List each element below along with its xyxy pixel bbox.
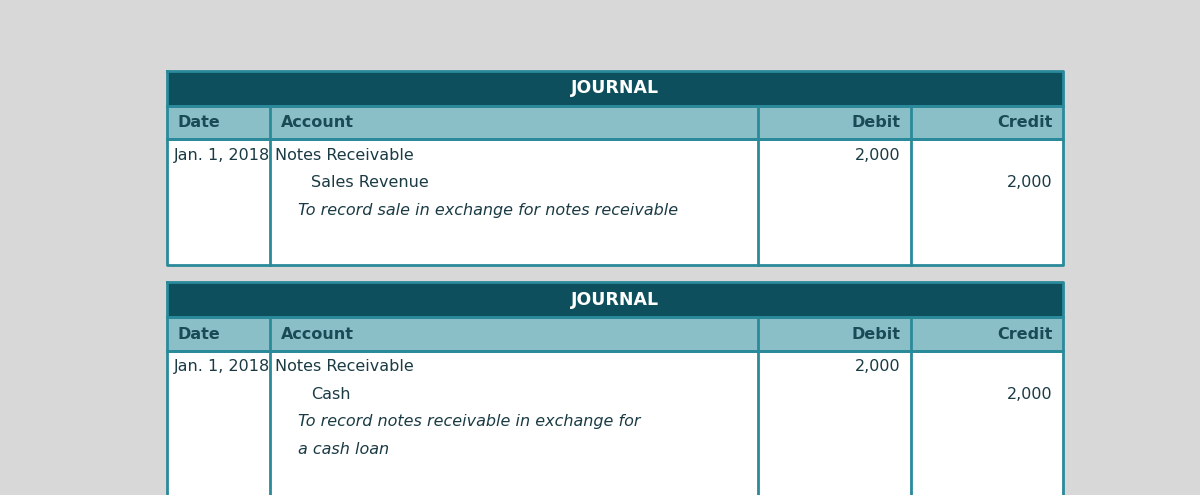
Text: 2,000: 2,000 [1007, 387, 1052, 402]
Text: JOURNAL: JOURNAL [571, 291, 659, 309]
Text: Account: Account [281, 115, 354, 130]
Text: To record sale in exchange for notes receivable: To record sale in exchange for notes rec… [298, 203, 678, 218]
Text: Notes Receivable: Notes Receivable [275, 359, 414, 374]
Text: Notes Receivable: Notes Receivable [275, 148, 414, 163]
Text: Date: Date [178, 115, 221, 130]
Text: 2,000: 2,000 [1007, 175, 1052, 190]
Text: To record notes receivable in exchange for: To record notes receivable in exchange f… [298, 414, 640, 429]
Text: Sales Revenue: Sales Revenue [311, 175, 428, 190]
Text: 2,000: 2,000 [854, 359, 900, 374]
Text: JOURNAL: JOURNAL [571, 79, 659, 98]
Text: Debit: Debit [851, 115, 900, 130]
Bar [167, 317, 1063, 351]
Text: Date: Date [178, 327, 221, 342]
Bar [167, 282, 1063, 317]
Bar [167, 351, 1063, 495]
Text: 2,000: 2,000 [854, 148, 900, 163]
Text: Cash: Cash [311, 387, 350, 402]
Text: Jan. 1, 2018: Jan. 1, 2018 [174, 148, 270, 163]
Bar [167, 106, 1063, 140]
Text: Account: Account [281, 327, 354, 342]
Text: a cash loan: a cash loan [298, 442, 389, 457]
Text: Credit: Credit [997, 327, 1052, 342]
Text: Credit: Credit [997, 115, 1052, 130]
Text: Jan. 1, 2018: Jan. 1, 2018 [174, 359, 270, 374]
Bar [167, 140, 1063, 265]
Bar [167, 71, 1063, 106]
Text: Debit: Debit [851, 327, 900, 342]
